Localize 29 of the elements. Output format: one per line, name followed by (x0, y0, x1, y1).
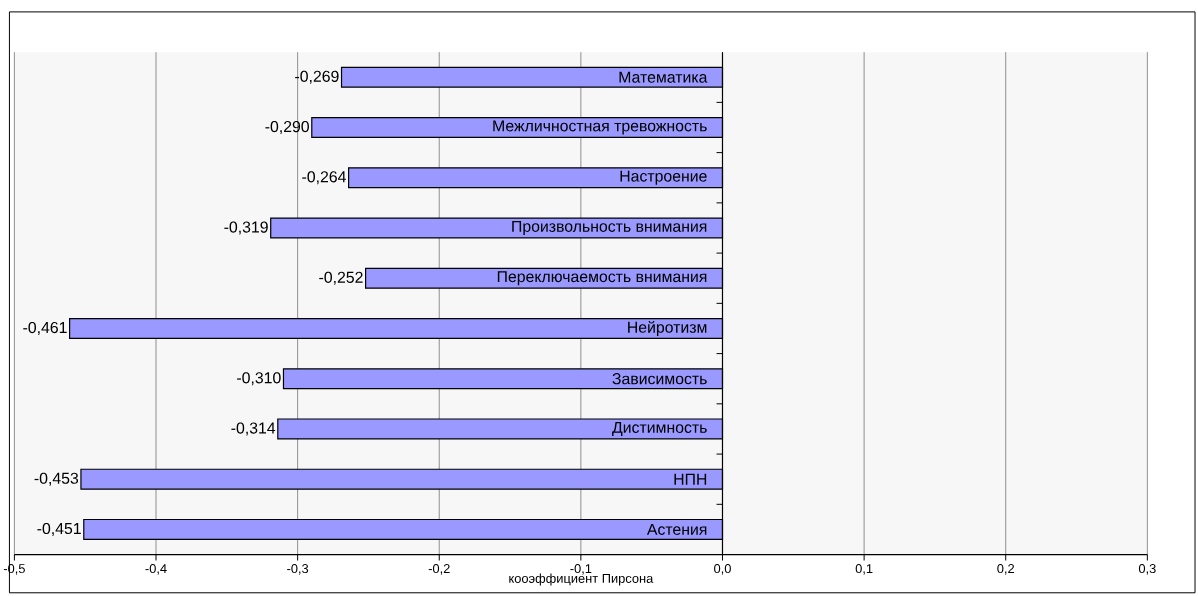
data-label: -0,451 (37, 523, 81, 537)
x-tick-label: -0,1 (570, 564, 592, 575)
y-tick-label: Межличностная тревожность (493, 120, 707, 135)
y-tick-label: Зависимость (612, 373, 707, 385)
data-label: -0,461 (23, 322, 67, 336)
x-tick-label: -0,4 (145, 564, 167, 575)
x-tick-label: 0,3 (1138, 564, 1156, 575)
y-tick-label: Настроение (620, 170, 707, 185)
x-tick-label: 0,1 (855, 564, 873, 575)
x-tick-label: -0,3 (287, 564, 309, 575)
y-tick-label: Дистимность (612, 422, 707, 437)
data-label: -0,269 (295, 70, 339, 84)
x-tick-label: -0,2 (428, 564, 450, 575)
x-tick-label: 0,0 (714, 564, 731, 575)
data-label: -0,319 (224, 221, 268, 235)
data-label: -0,264 (302, 171, 346, 185)
data-label: -0,252 (319, 271, 363, 285)
data-label: -0,453 (34, 472, 79, 486)
y-tick-label: Нейротизм (628, 321, 707, 337)
y-tick-label: Астения (646, 524, 707, 536)
y-tick-label: Переключаемость внимания (497, 271, 707, 286)
y-tick-label: Математика (619, 71, 708, 83)
data-label: -0,310 (237, 372, 281, 386)
data-label: -0,314 (231, 422, 276, 436)
x-tick-label: 0,2 (997, 564, 1015, 575)
y-tick-label: НПН (674, 473, 707, 485)
y-tick-label: Произвольность внимания (512, 221, 707, 236)
data-label: -0,290 (265, 121, 309, 135)
x-axis-title: кооэффициент Пирсона (509, 573, 654, 586)
